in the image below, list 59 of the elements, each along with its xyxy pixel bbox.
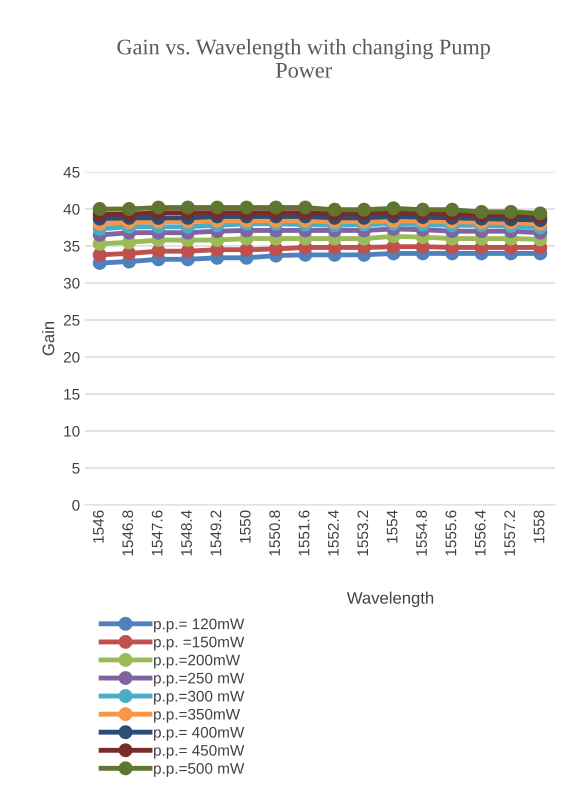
point xyxy=(268,200,283,214)
point xyxy=(92,248,107,262)
point xyxy=(445,202,460,217)
point xyxy=(357,202,372,217)
x-tick-label: 1547.6 xyxy=(152,510,163,556)
point xyxy=(328,202,342,217)
x-tick-label: 1550.8 xyxy=(269,510,280,556)
point xyxy=(386,201,400,216)
point xyxy=(151,200,166,214)
x-tick-label: 1552.4 xyxy=(328,510,339,556)
point xyxy=(240,200,254,214)
x-tick-label: 1546.8 xyxy=(122,510,134,556)
x-tick-label: 1556.4 xyxy=(474,510,486,556)
legend-label: p.p.= 450mW xyxy=(154,744,244,759)
point xyxy=(151,244,166,258)
y-tick-label: 20 xyxy=(64,352,80,363)
point xyxy=(180,244,195,258)
point xyxy=(240,242,254,257)
point xyxy=(474,205,489,219)
x-tick-label: 1554.8 xyxy=(416,510,427,556)
legend-label: p.p.=300 mW xyxy=(154,690,244,705)
legend-label: p.p. =150mW xyxy=(154,636,244,650)
y-tick-label: 25 xyxy=(64,314,80,326)
x-tick-label: 1557.2 xyxy=(504,510,516,556)
point xyxy=(180,200,195,214)
legend-label: p.p.=250 mW xyxy=(154,672,244,687)
legend-label: p.p.= 120mW xyxy=(154,618,244,632)
x-tick-label: 1554 xyxy=(386,510,398,543)
x-axis-title: Wavelength xyxy=(346,592,434,608)
point xyxy=(122,246,136,260)
x-tick-label: 1558 xyxy=(534,510,544,543)
x-tick-label: 1553.2 xyxy=(357,510,368,556)
x-tick-label: 1546 xyxy=(92,510,104,543)
point xyxy=(416,202,430,217)
y-tick-label: 35 xyxy=(64,240,80,252)
x-tick-label: 1549.2 xyxy=(210,510,222,556)
y-tick-label: 5 xyxy=(72,463,80,474)
legend-label: p.p.=200mW xyxy=(154,654,240,668)
point xyxy=(504,205,518,219)
legend-label: p.p.=350mW xyxy=(154,708,240,723)
point xyxy=(92,202,107,216)
legend-label: p.p.= 400mW xyxy=(154,726,244,741)
x-tick-label: 1548.4 xyxy=(181,510,192,556)
x-tick-label: 1555.6 xyxy=(445,510,456,556)
chart-title: Gain vs. Wavelength with changing Pump Power xyxy=(117,38,490,78)
point xyxy=(122,202,136,216)
y-tick-label: 15 xyxy=(64,389,80,400)
y-tick-label: 0 xyxy=(72,500,80,511)
y-axis-title: Gain xyxy=(42,322,54,356)
legend-label: p.p.=500 mW xyxy=(154,763,244,777)
y-tick-label: 30 xyxy=(64,278,80,289)
y-tick-label: 45 xyxy=(64,167,80,178)
point xyxy=(298,200,312,214)
y-tick-label: 40 xyxy=(64,204,80,215)
x-tick-label: 1550 xyxy=(240,510,251,543)
point xyxy=(533,206,548,220)
y-tick-label: 10 xyxy=(64,426,80,437)
point xyxy=(210,200,224,214)
x-tick-label: 1551.6 xyxy=(298,510,310,556)
